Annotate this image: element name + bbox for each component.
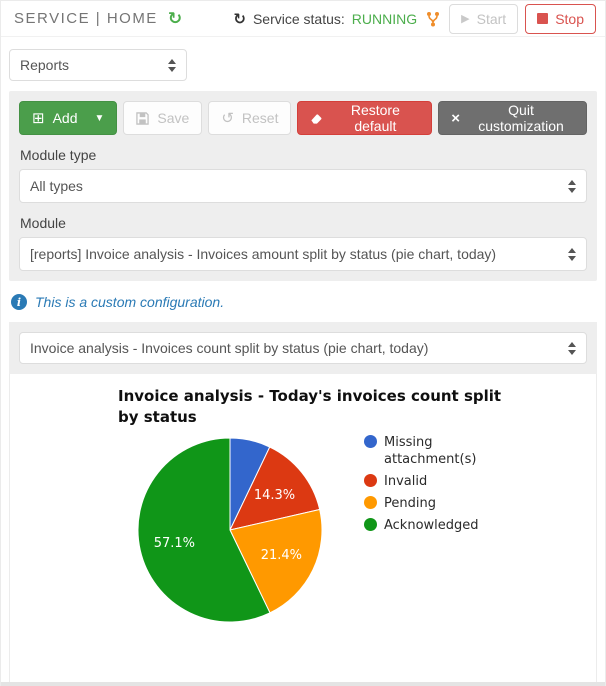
- legend-label: Invalid: [384, 474, 428, 489]
- module-type-label: Module type: [20, 147, 97, 163]
- chart-card: Invoice analysis - Today's invoices coun…: [9, 374, 597, 686]
- quit-customization-button[interactable]: × Quit customization: [438, 101, 587, 135]
- code-fork-icon: [427, 11, 440, 26]
- legend-swatch-icon: [364, 496, 377, 509]
- select-spinner-icon: [168, 58, 176, 72]
- pie-slice[interactable]: [137, 437, 271, 623]
- pie-slice-percent-label: 14.3%: [254, 488, 295, 503]
- save-button[interactable]: Save: [123, 101, 203, 135]
- add-button[interactable]: ⊞ Add ▼: [19, 101, 118, 135]
- pie-chart: 14.3% 21.4% 57.1%: [130, 430, 330, 634]
- reset-button[interactable]: ↺ Reset: [208, 101, 292, 135]
- customization-toolbar: ⊞ Add ▼ Save ↺ Reset Restore d: [19, 101, 587, 135]
- info-row: i This is a custom configuration.: [11, 294, 595, 310]
- page-bottom-edge: [1, 682, 605, 686]
- widget-select-value: Invoice analysis - Invoices count split …: [30, 340, 429, 356]
- chart-legend: Missing attachment(s) Invalid Pending Ackno…: [364, 434, 512, 534]
- close-icon: ×: [451, 109, 461, 127]
- page-title: SERVICE | HOME: [14, 10, 158, 27]
- select-spinner-icon: [568, 247, 576, 261]
- legend-item[interactable]: Pending: [364, 495, 512, 512]
- legend-swatch-icon: [364, 518, 377, 531]
- widget-select[interactable]: Invoice analysis - Invoices count split …: [19, 332, 587, 364]
- play-icon: ▶: [461, 12, 470, 25]
- info-icon: i: [11, 294, 27, 310]
- restore-default-label: Restore default: [350, 102, 400, 134]
- module-type-value: All types: [30, 178, 83, 194]
- reports-select-value: Reports: [20, 57, 70, 73]
- reset-button-label: Reset: [241, 110, 279, 126]
- info-message: This is a custom configuration.: [35, 294, 225, 310]
- stop-button-label: Stop: [555, 10, 584, 27]
- chart-title: Invoice analysis - Today's invoices coun…: [118, 387, 502, 426]
- customization-panel: ⊞ Add ▼ Save ↺ Reset Restore d: [9, 91, 597, 281]
- pie-slice-percent-label: 57.1%: [154, 536, 195, 551]
- legend-label: Pending: [384, 496, 436, 511]
- reports-select[interactable]: Reports: [9, 49, 187, 81]
- start-button-label: Start: [476, 10, 507, 27]
- chevron-down-icon: ▼: [94, 112, 105, 124]
- pie-slice[interactable]: [229, 446, 321, 531]
- widget-panel: Invoice analysis - Invoices count split …: [9, 322, 597, 374]
- stop-icon: [537, 13, 549, 24]
- pie-slice[interactable]: [229, 508, 323, 614]
- legend-swatch-icon: [364, 474, 377, 487]
- module-label: Module: [20, 215, 66, 231]
- refresh-icon[interactable]: ↻: [167, 8, 183, 29]
- module-type-select[interactable]: All types: [19, 169, 587, 203]
- save-icon: [136, 111, 150, 125]
- quit-customization-label: Quit customization: [478, 102, 564, 134]
- start-button[interactable]: ▶ Start: [449, 3, 519, 34]
- legend-label: Missing attachment(s): [384, 435, 477, 467]
- undo-icon: ↺: [221, 109, 234, 127]
- service-status-value: RUNNING: [351, 10, 418, 27]
- calendar-plus-icon: ⊞: [32, 109, 45, 127]
- legend-swatch-icon: [364, 435, 377, 448]
- eraser-icon: [311, 113, 323, 124]
- save-button-label: Save: [157, 110, 190, 126]
- legend-item[interactable]: Missing attachment(s): [364, 434, 512, 468]
- stop-button[interactable]: Stop: [525, 3, 596, 34]
- service-status-group: ↻ Service status: RUNNING ▶ Start Stop: [233, 3, 596, 34]
- module-value: [reports] Invoice analysis - Invoices am…: [30, 246, 497, 262]
- status-refresh-icon: ↻: [233, 9, 246, 28]
- add-button-label: Add: [52, 110, 78, 126]
- legend-item[interactable]: Invalid: [364, 473, 512, 490]
- service-status-label: Service status:: [252, 10, 345, 27]
- pie-slice-percent-label: 21.4%: [261, 548, 302, 563]
- module-select[interactable]: [reports] Invoice analysis - Invoices am…: [19, 237, 587, 271]
- legend-item[interactable]: Acknowledged: [364, 517, 512, 534]
- select-spinner-icon: [568, 341, 576, 355]
- legend-label: Acknowledged: [384, 518, 479, 533]
- select-spinner-icon: [568, 179, 576, 193]
- top-bar: SERVICE | HOME ↻ ↻ Service status: RUNNI…: [1, 1, 605, 37]
- restore-default-button[interactable]: Restore default: [297, 101, 433, 135]
